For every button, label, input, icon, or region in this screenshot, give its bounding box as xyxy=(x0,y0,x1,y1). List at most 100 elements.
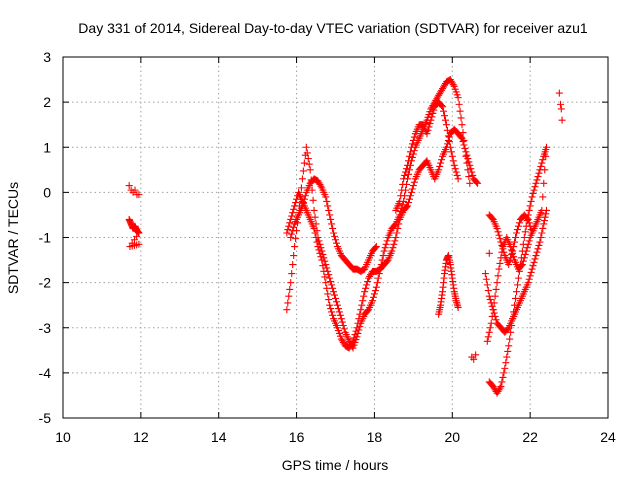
data-point xyxy=(408,185,416,193)
data-point xyxy=(426,120,434,128)
data-point xyxy=(428,113,436,121)
data-point xyxy=(457,114,465,122)
data-point xyxy=(321,257,329,265)
data-point xyxy=(303,149,311,157)
data-point xyxy=(525,275,533,283)
data-point xyxy=(292,235,300,243)
data-point xyxy=(454,94,462,102)
data-point xyxy=(447,148,455,156)
data-point xyxy=(494,272,502,280)
data-point xyxy=(383,237,391,245)
data-point xyxy=(290,223,298,231)
data-point xyxy=(508,321,516,329)
data-point xyxy=(318,256,326,264)
data-point xyxy=(372,283,380,291)
data-point xyxy=(542,210,550,218)
data-point xyxy=(530,258,538,266)
data-point xyxy=(331,232,339,240)
data-point xyxy=(329,224,337,232)
data-point xyxy=(331,291,339,299)
data-point xyxy=(528,229,536,237)
data-point xyxy=(511,238,519,246)
data-point xyxy=(435,166,443,174)
data-point xyxy=(329,284,337,292)
data-point xyxy=(487,319,495,327)
y-tick-label: -1 xyxy=(39,230,52,246)
data-point xyxy=(325,271,333,279)
data-point xyxy=(429,109,437,117)
data-point xyxy=(525,206,533,214)
data-point xyxy=(335,308,343,316)
data-point xyxy=(521,250,529,258)
data-point xyxy=(371,287,379,295)
data-point xyxy=(355,315,363,323)
data-point xyxy=(510,308,518,316)
data-point xyxy=(474,179,482,187)
data-point xyxy=(362,284,370,292)
x-tick-labels: 10 12 14 16 18 20 22 24 xyxy=(55,429,616,445)
series-outliers xyxy=(485,89,566,257)
data-point xyxy=(534,173,542,181)
x-tick-label: 12 xyxy=(133,429,149,445)
data-point xyxy=(289,261,297,269)
x-tick-label: 14 xyxy=(211,429,227,445)
data-point xyxy=(483,337,491,345)
data-point xyxy=(472,351,480,359)
data-point xyxy=(529,190,537,198)
data-point xyxy=(555,89,563,97)
data-point xyxy=(288,270,296,278)
data-point xyxy=(513,226,521,234)
data-point xyxy=(503,353,511,361)
data-point xyxy=(330,288,338,296)
data-point xyxy=(350,334,358,342)
data-point xyxy=(440,107,448,115)
data-point xyxy=(538,206,546,214)
data-point xyxy=(311,213,319,221)
data-point xyxy=(360,292,368,300)
data-point xyxy=(507,254,515,262)
data-point xyxy=(529,262,537,270)
data-point xyxy=(310,206,318,214)
data-point xyxy=(444,132,452,140)
x-tick-label: 24 xyxy=(600,429,616,445)
data-point xyxy=(538,229,546,237)
data-point xyxy=(456,107,464,115)
y-tick-label: -4 xyxy=(39,365,52,381)
data-point xyxy=(482,275,490,283)
data-point xyxy=(449,157,457,165)
data-point xyxy=(512,294,520,302)
data-point xyxy=(403,165,411,173)
data-point xyxy=(441,116,449,124)
data-point xyxy=(312,234,320,241)
series-track-j xyxy=(485,211,536,269)
data-point xyxy=(441,112,448,120)
data-point xyxy=(368,297,376,305)
data-point xyxy=(286,285,294,293)
data-point xyxy=(531,255,539,263)
series-track-b xyxy=(283,125,482,352)
data-point xyxy=(509,315,517,323)
data-point xyxy=(542,152,550,160)
data-point xyxy=(287,279,295,287)
data-point xyxy=(513,281,521,289)
data-point xyxy=(356,310,364,318)
x-tick-label: 20 xyxy=(444,429,460,445)
data-point xyxy=(495,265,503,273)
data-point xyxy=(442,121,450,129)
data-point xyxy=(539,224,547,232)
data-point xyxy=(284,299,292,307)
data-point xyxy=(502,359,510,367)
data-point xyxy=(131,186,139,194)
data-point xyxy=(332,236,339,244)
data-point xyxy=(326,301,334,309)
data-point xyxy=(506,335,514,343)
data-point xyxy=(509,247,517,255)
data-point xyxy=(488,312,496,320)
data-point xyxy=(430,106,438,114)
data-point xyxy=(406,192,414,200)
data-point xyxy=(510,243,518,251)
data-point xyxy=(329,311,337,319)
data-point xyxy=(523,244,531,252)
data-point xyxy=(452,168,460,176)
y-tick-label: 3 xyxy=(43,49,51,65)
